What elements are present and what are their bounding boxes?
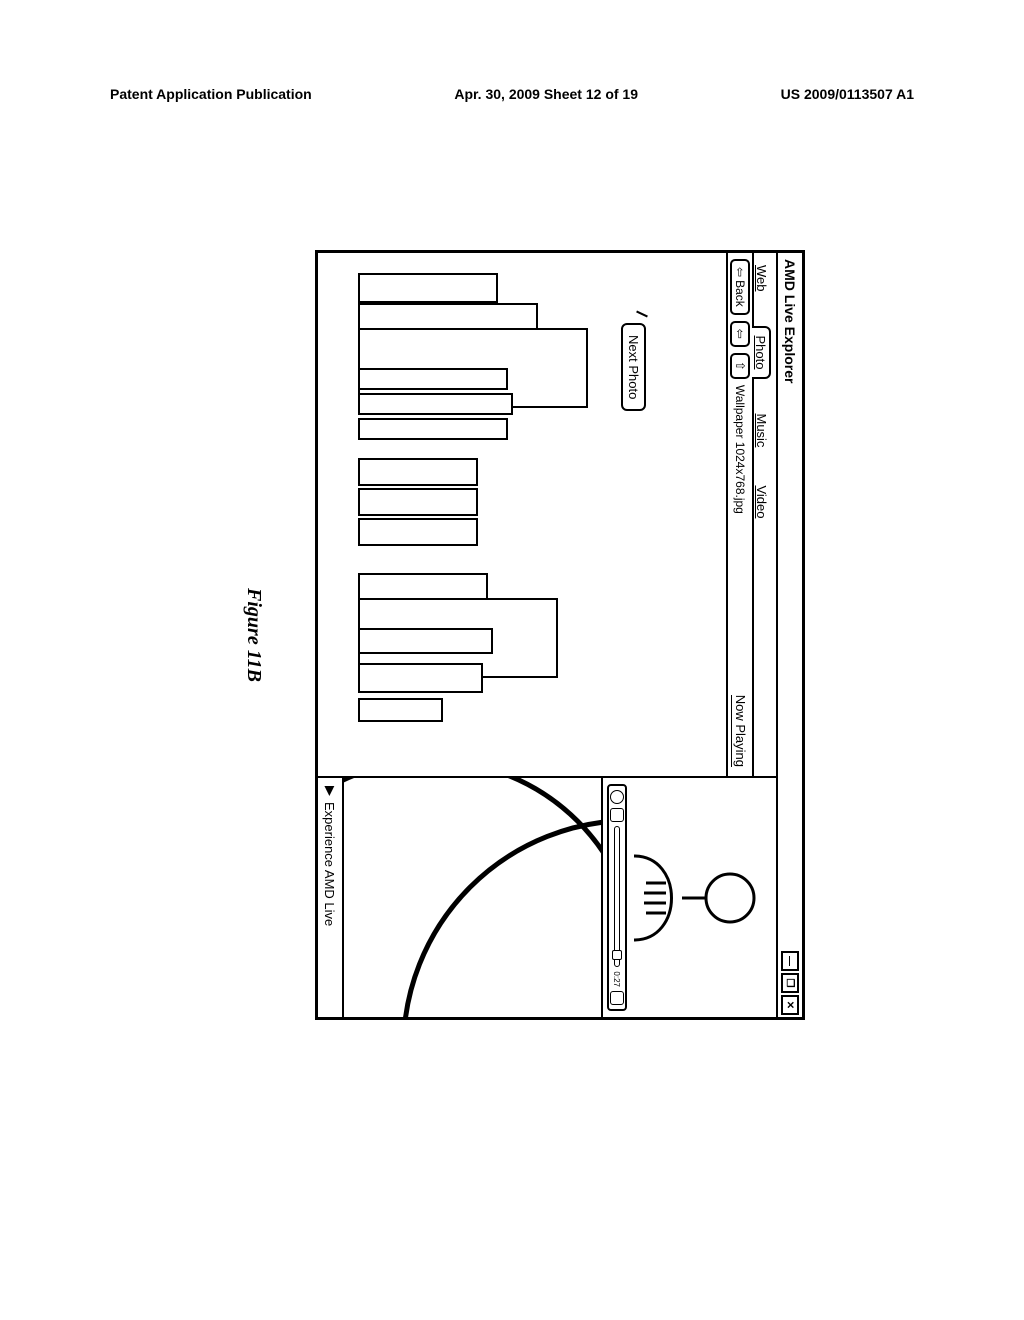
header-right: US 2009/0113507 A1 bbox=[781, 86, 914, 102]
window-title: AMD Live Explorer bbox=[782, 259, 798, 383]
nav-left-button[interactable]: ⇦ bbox=[730, 321, 750, 347]
tab-photo[interactable]: Photo bbox=[752, 326, 771, 380]
photo-content bbox=[358, 268, 618, 761]
footer-row: ▶ Experience AMD Live bbox=[318, 778, 344, 1017]
right-column: 0:27 ▶ Experience AMD Live bbox=[318, 778, 776, 1017]
progress-handle[interactable] bbox=[612, 950, 622, 960]
close-button[interactable]: ✕ bbox=[781, 995, 799, 1015]
progress-track[interactable] bbox=[614, 826, 620, 967]
photo-viewport: Next Photo bbox=[318, 253, 726, 776]
titlebar: AMD Live Explorer — ❐ ✕ bbox=[776, 253, 802, 1017]
window-controls: — ❐ ✕ bbox=[781, 951, 799, 1015]
footer-label[interactable]: Experience AMD Live bbox=[323, 802, 338, 926]
volume-button[interactable] bbox=[610, 991, 624, 1005]
building bbox=[358, 368, 508, 390]
building bbox=[358, 628, 493, 654]
building bbox=[358, 273, 498, 303]
next-photo-callout: Next Photo bbox=[621, 323, 646, 411]
page-header: Patent Application Publication Apr. 30, … bbox=[110, 86, 914, 102]
building bbox=[358, 488, 478, 516]
playback-time: 0:27 bbox=[613, 971, 622, 987]
callout-leader-line bbox=[636, 311, 648, 318]
back-label: Back bbox=[733, 280, 747, 307]
header-left: Patent Application Publication bbox=[110, 86, 312, 102]
building bbox=[358, 418, 508, 440]
minimize-button[interactable]: — bbox=[781, 951, 799, 971]
nav-up-button[interactable]: ⇧ bbox=[730, 353, 750, 379]
tab-music[interactable]: Music bbox=[754, 409, 769, 451]
building bbox=[358, 698, 443, 722]
stop-button[interactable] bbox=[610, 808, 624, 822]
rotated-container: AMD Live Explorer — ❐ ✕ Web Photo Music … bbox=[225, 250, 805, 1020]
figure-caption: Figure 11B bbox=[242, 250, 265, 1020]
person-icon bbox=[634, 838, 764, 958]
tabs-row: Web Photo Music Video bbox=[752, 253, 776, 776]
play-button[interactable] bbox=[610, 790, 624, 804]
building bbox=[358, 393, 513, 415]
file-path: Wallpaper 1024x768.jpg bbox=[733, 385, 747, 514]
now-playing-label: Now Playing bbox=[731, 695, 748, 767]
promo-area bbox=[344, 778, 601, 1017]
figure-area: AMD Live Explorer — ❐ ✕ Web Photo Music … bbox=[130, 250, 900, 1020]
back-arrow-icon: ⇦ bbox=[733, 267, 747, 277]
building bbox=[358, 458, 478, 486]
tab-web[interactable]: Web bbox=[754, 261, 769, 296]
left-column: Web Photo Music Video ⇦ Back ⇦ ⇧ Wallpap… bbox=[318, 253, 776, 778]
maximize-button[interactable]: ❐ bbox=[781, 973, 799, 993]
header-center: Apr. 30, 2009 Sheet 12 of 19 bbox=[454, 86, 638, 102]
video-preview: 0:27 bbox=[601, 778, 776, 1017]
playback-bar: 0:27 bbox=[607, 784, 627, 1011]
body-split: Web Photo Music Video ⇦ Back ⇦ ⇧ Wallpap… bbox=[318, 253, 776, 1017]
building bbox=[358, 663, 483, 693]
app-window: AMD Live Explorer — ❐ ✕ Web Photo Music … bbox=[315, 250, 805, 1020]
building bbox=[358, 518, 478, 546]
tab-video[interactable]: Video bbox=[754, 481, 769, 522]
play-triangle-icon[interactable]: ▶ bbox=[322, 786, 338, 796]
back-button[interactable]: ⇦ Back bbox=[730, 259, 750, 315]
